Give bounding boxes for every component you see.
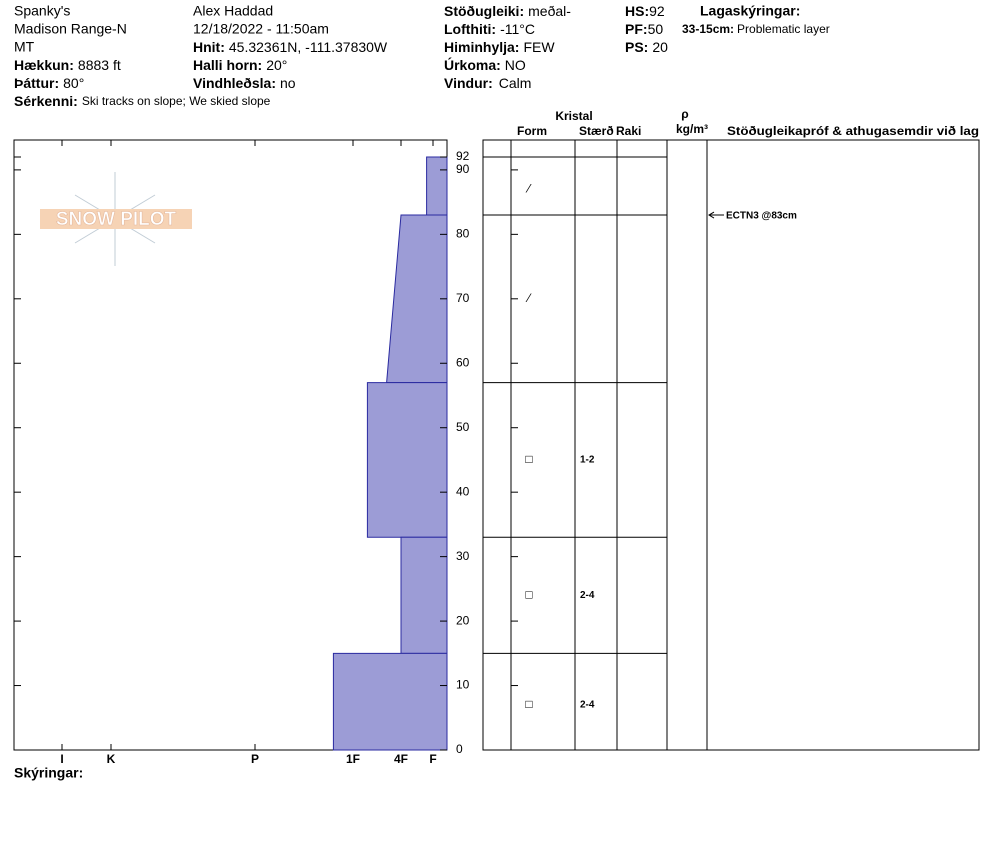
col-crystal: Kristal <box>555 109 592 123</box>
col-size: Stærð <box>579 124 614 138</box>
x-tick-label: K <box>107 752 116 766</box>
coords: Hnit: 45.32361N, -111.37830W <box>193 39 388 55</box>
grain-size: 1-2 <box>580 455 595 466</box>
col-density-unit: kg/m³ <box>676 122 708 136</box>
state: MT <box>14 39 35 55</box>
wind: Vindur: Calm <box>444 75 531 91</box>
site: Spanky's <box>14 3 70 19</box>
x-tick-label: 4F <box>394 752 408 766</box>
features: Sérkenni: Ski tracks on slope; We skied s… <box>14 93 271 109</box>
test-label: ECTN3 @83cm <box>726 211 797 222</box>
datetime: 12/18/2022 - 11:50am <box>193 21 329 37</box>
y-tick-label: 92 <box>456 149 470 163</box>
range: Madison Range-N <box>14 21 127 37</box>
y-tick-label: 40 <box>456 484 470 498</box>
y-tick-label: 60 <box>456 355 470 369</box>
x-tick-label: 1F <box>346 752 360 766</box>
col-comments: Stöðugleikapróf & athugasemdir við lag <box>727 124 979 138</box>
grain-form: □ <box>525 587 532 601</box>
x-tick-label: F <box>429 752 436 766</box>
col-moisture: Raki <box>616 124 641 138</box>
wind-loading: Vindhleðsla: no <box>193 75 296 91</box>
grain-form: □ <box>525 452 532 466</box>
grain-form: ⁄ <box>525 181 532 195</box>
logo: SNOW PILOT <box>40 172 192 266</box>
stability: Stöðugleiki: meðal- <box>444 3 571 19</box>
layer-notes-title: Lagaskýringar: <box>700 3 800 19</box>
table-frame <box>482 139 980 751</box>
observer: Alex Haddad <box>193 3 273 19</box>
hardness-layer <box>332 652 448 751</box>
hardness-layer <box>400 536 448 654</box>
layer-note: 33-15cm: Problematic layer <box>682 22 830 36</box>
air-temp: Lofthiti: -11°C <box>444 21 535 37</box>
y-tick-label: 90 <box>456 162 470 176</box>
grain-form: □ <box>525 697 532 711</box>
aspect: Þáttur: 80° <box>14 75 84 91</box>
y-tick-label: 50 <box>456 420 470 434</box>
logo-text: SNOW PILOT <box>56 209 177 230</box>
y-tick-label: 0 <box>456 742 463 756</box>
slope: Halli horn: 20° <box>193 57 287 73</box>
notes-label: Skýringar: <box>14 765 83 781</box>
ps: PS: 20 <box>625 39 668 55</box>
hs: HS:92 <box>625 3 665 19</box>
table-columns <box>510 140 708 750</box>
hardness-layer <box>386 214 448 384</box>
hardness-layer <box>366 382 448 538</box>
test-arrowhead <box>708 211 715 219</box>
x-tick-label: P <box>251 752 259 766</box>
y-tick-label: 70 <box>456 291 470 305</box>
grain-size: 2-4 <box>580 700 595 711</box>
y-tick-label: 80 <box>456 227 470 241</box>
grain-size: 2-4 <box>580 590 595 601</box>
y-tick-label: 30 <box>456 549 470 563</box>
elevation: Hækkun: 8883 ft <box>14 57 121 73</box>
y-tick-label: 10 <box>456 678 470 692</box>
col-form: Form <box>517 124 547 138</box>
col-rho: ρ <box>681 107 688 121</box>
x-tick-label: I <box>60 752 63 766</box>
precip: Úrkoma: NO <box>444 56 526 73</box>
y-tick-label: 20 <box>456 613 470 627</box>
grain-form: ⁄ <box>525 291 532 305</box>
sky: Himinhylja: FEW <box>444 39 555 55</box>
hardness-layer <box>426 156 448 216</box>
pf: PF:50 <box>625 21 663 37</box>
